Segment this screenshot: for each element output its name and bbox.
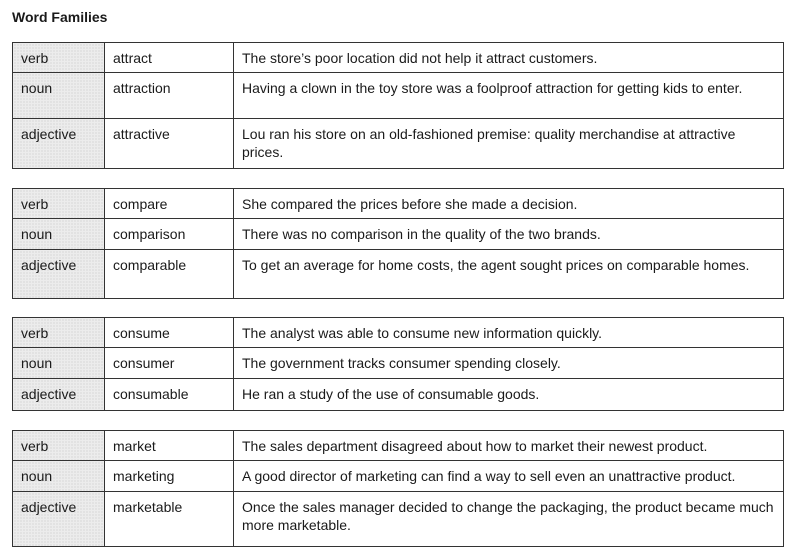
table-row: adjective attractive Lou ran his store on …: [12, 118, 784, 169]
table-row: verb consume The analyst was able to consu…: [12, 317, 784, 348]
sentence-cell: The analyst was able to consume new info…: [233, 317, 784, 348]
table-row: adjective comparable To get an average for…: [12, 249, 784, 299]
word-cell: marketable: [104, 491, 234, 547]
table-row: noun comparison There was no comparison in…: [12, 218, 784, 250]
part-of-speech-cell: adjective: [12, 249, 105, 299]
sentence-cell: To get an average for home costs, the ag…: [233, 249, 784, 299]
table-row: noun consumer The government tracks consum…: [12, 347, 784, 379]
word-cell: compare: [104, 188, 234, 219]
part-of-speech-cell: verb: [12, 42, 105, 73]
sentence-cell: A good director of marketing can find a …: [233, 460, 784, 492]
word-cell: consume: [104, 317, 234, 348]
part-of-speech-cell: adjective: [12, 118, 105, 169]
word-family-table: verb compare She compared the prices befor…: [12, 188, 784, 299]
word-family-table: verb consume The analyst was able to consu…: [12, 317, 784, 411]
part-of-speech-cell: noun: [12, 218, 105, 250]
part-of-speech-cell: verb: [12, 188, 105, 219]
word-cell: market: [104, 430, 234, 461]
table-row: noun attraction Having a clown in the toy …: [12, 72, 784, 119]
part-of-speech-cell: noun: [12, 72, 105, 119]
word-cell: comparable: [104, 249, 234, 299]
word-cell: attraction: [104, 72, 234, 119]
table-row: adjective consumable He ran a study of the…: [12, 378, 784, 411]
sentence-cell: Having a clown in the toy store was a fo…: [233, 72, 784, 119]
sentence-cell: Once the sales manager decided to change…: [233, 491, 784, 547]
table-row: adjective marketable Once the sales manage…: [12, 491, 784, 547]
word-family-table: verb attract The store’s poor location did…: [12, 42, 784, 169]
table-row: verb market The sales department disagreed…: [12, 430, 784, 461]
part-of-speech-cell: adjective: [12, 378, 105, 411]
word-cell: consumer: [104, 347, 234, 379]
table-row: verb attract The store’s poor location did…: [12, 42, 784, 73]
part-of-speech-cell: noun: [12, 460, 105, 492]
word-cell: comparison: [104, 218, 234, 250]
word-cell: attract: [104, 42, 234, 73]
sentence-cell: The sales department disagreed about how…: [233, 430, 784, 461]
sentence-cell: The store’s poor location did not help i…: [233, 42, 784, 73]
part-of-speech-cell: verb: [12, 317, 105, 348]
part-of-speech-cell: noun: [12, 347, 105, 379]
table-row: verb compare She compared the prices befor…: [12, 188, 784, 219]
word-cell: marketing: [104, 460, 234, 492]
sentence-cell: The government tracks consumer spending …: [233, 347, 784, 379]
sentence-cell: Lou ran his store on an old-fashioned pr…: [233, 118, 784, 169]
sentence-cell: She compared the prices before she made …: [233, 188, 784, 219]
word-family-table: verb market The sales department disagreed…: [12, 430, 784, 547]
table-row: noun marketing A good director of marketin…: [12, 460, 784, 492]
word-cell: attractive: [104, 118, 234, 169]
sentence-cell: There was no comparison in the quality o…: [233, 218, 784, 250]
page-title: Word Families: [12, 9, 108, 25]
part-of-speech-cell: adjective: [12, 491, 105, 547]
part-of-speech-cell: verb: [12, 430, 105, 461]
sentence-cell: He ran a study of the use of consumable …: [233, 378, 784, 411]
word-cell: consumable: [104, 378, 234, 411]
